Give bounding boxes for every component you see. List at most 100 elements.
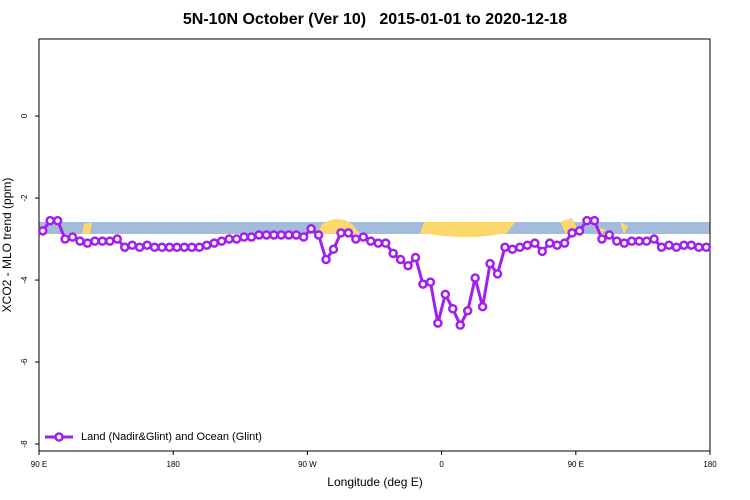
data-point xyxy=(395,254,406,265)
chart-title: 5N-10N October (Ver 10) 2015-01-01 to 20… xyxy=(183,11,567,28)
data-point xyxy=(179,242,190,253)
data-point xyxy=(418,279,428,289)
data-point xyxy=(298,232,309,242)
data-point xyxy=(216,236,227,246)
x-tick-label: 90 W xyxy=(298,460,317,469)
x-tick-label: 0 xyxy=(439,460,444,469)
x-tick-label: 180 xyxy=(167,460,181,469)
data-point xyxy=(284,230,294,240)
data-point xyxy=(470,273,480,283)
data-point xyxy=(254,230,264,240)
data-point xyxy=(90,236,100,246)
data-point xyxy=(626,236,637,246)
data-point xyxy=(291,230,301,240)
y-tick-label: -2 xyxy=(20,194,29,202)
data-point xyxy=(433,318,443,328)
data-point xyxy=(686,240,697,250)
data-point xyxy=(403,260,413,271)
data-point xyxy=(574,226,585,236)
data-point xyxy=(455,320,465,330)
y-tick-label: -6 xyxy=(20,358,29,366)
data-point xyxy=(157,242,167,253)
data-point xyxy=(276,230,287,240)
y-tick-label: -4 xyxy=(20,276,29,284)
data-point xyxy=(537,246,547,257)
data-point xyxy=(82,238,93,248)
data-point xyxy=(567,228,577,238)
x-axis-label: Longitude (deg E) xyxy=(327,475,422,489)
data-point xyxy=(261,230,272,240)
data-point xyxy=(224,234,234,244)
data-point xyxy=(649,234,659,244)
data-point xyxy=(612,236,622,246)
data-point xyxy=(515,242,525,253)
data-point xyxy=(440,289,451,300)
legend-label: Land (Nadir&Glint) and Ocean (Glint) xyxy=(81,431,262,443)
data-point xyxy=(194,242,205,253)
data-point xyxy=(328,244,339,255)
y-axis-label: XCO2 - MLO trend (ppm) xyxy=(0,178,14,313)
x-tick-label: 90 E xyxy=(568,460,584,469)
data-point xyxy=(134,242,145,253)
data-point xyxy=(343,228,354,238)
data-point xyxy=(425,277,436,287)
data-point xyxy=(530,238,540,248)
data-point xyxy=(351,234,361,244)
data-point xyxy=(664,240,674,250)
data-point xyxy=(269,230,279,240)
data-point xyxy=(380,238,391,248)
x-tick-label: 90 E xyxy=(31,460,47,469)
data-point xyxy=(209,238,219,248)
data-point xyxy=(604,230,615,240)
data-point xyxy=(619,238,630,248)
data-point xyxy=(45,215,55,226)
x-tick-label: 180 xyxy=(703,460,717,469)
data-point xyxy=(552,240,562,250)
data-point xyxy=(164,242,175,253)
legend-marker xyxy=(54,432,64,442)
data-point xyxy=(67,232,78,242)
data-point xyxy=(246,232,257,242)
ocean-band xyxy=(39,222,710,234)
data-point xyxy=(492,269,503,279)
data-point xyxy=(231,234,242,244)
data-point xyxy=(149,242,160,253)
data-point xyxy=(119,242,130,253)
data-point xyxy=(321,254,331,265)
data-point xyxy=(679,240,689,250)
data-point xyxy=(366,236,376,246)
data-point xyxy=(477,301,488,312)
data-point xyxy=(671,242,682,253)
data-point xyxy=(313,230,324,240)
data-point xyxy=(544,238,555,248)
data-point xyxy=(500,242,510,253)
data-point xyxy=(462,306,473,316)
data-point xyxy=(306,224,316,234)
data-point xyxy=(559,238,570,248)
data-point xyxy=(75,236,85,246)
data-point xyxy=(60,234,70,244)
data-point xyxy=(202,240,212,250)
data-point xyxy=(522,240,533,250)
data-point xyxy=(701,242,712,253)
data-point xyxy=(448,303,458,314)
land-ocean-mask xyxy=(39,218,710,237)
data-point xyxy=(142,240,152,250)
data-point xyxy=(656,242,667,253)
data-point xyxy=(373,238,383,248)
data-point xyxy=(358,232,369,242)
data-point xyxy=(336,228,346,238)
y-tick-label: 0 xyxy=(20,113,29,118)
data-point xyxy=(187,242,197,253)
data-point xyxy=(172,242,182,253)
data-point xyxy=(641,236,652,246)
data-point xyxy=(97,236,108,246)
data-point xyxy=(52,215,63,226)
data-point xyxy=(507,244,518,255)
data-point xyxy=(410,252,421,263)
data-point xyxy=(589,215,600,226)
data-point xyxy=(112,234,123,244)
land-patch xyxy=(82,222,92,234)
data-point xyxy=(582,215,592,226)
